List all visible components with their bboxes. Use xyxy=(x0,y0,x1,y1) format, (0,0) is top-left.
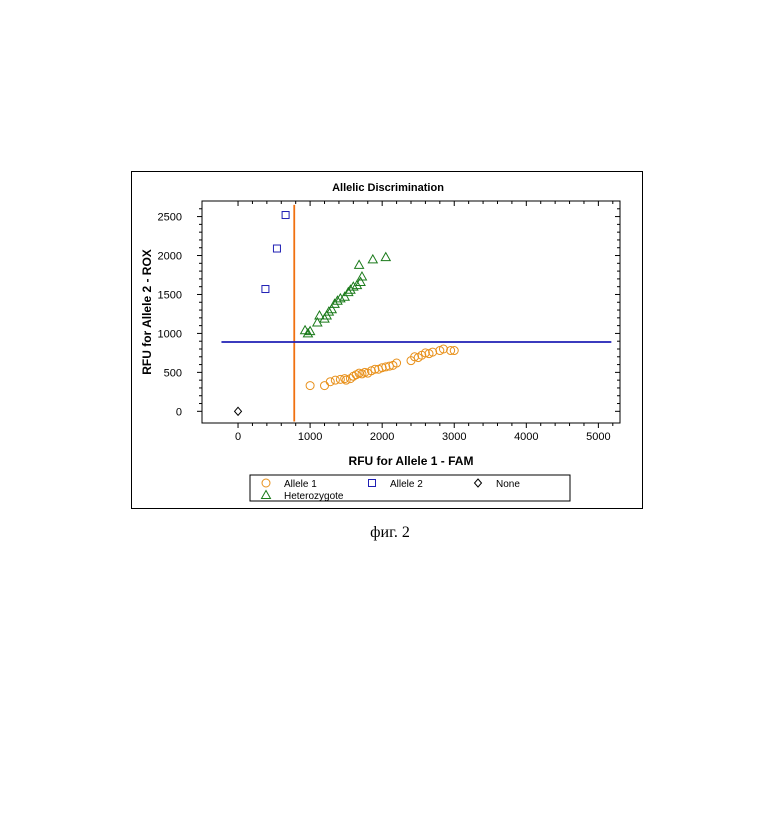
x-tick-label: 2000 xyxy=(370,431,394,443)
data-point-square xyxy=(282,212,289,219)
data-point-circle xyxy=(306,382,314,390)
data-point-circle xyxy=(326,378,334,386)
x-axis: 0 1000 2000 3000 4000 5000 xyxy=(235,201,613,443)
data-point-triangle xyxy=(357,272,366,280)
y-tick-label: 0 xyxy=(176,406,182,418)
data-points xyxy=(235,212,459,416)
plot-area xyxy=(202,201,620,423)
legend-label: Heterozygote xyxy=(284,491,344,502)
data-point-circle xyxy=(321,382,329,390)
legend: Allele 1 Allele 2 None Heterozygote xyxy=(250,475,570,502)
y-axis: 0 500 1000 1500 2000 2500 xyxy=(158,209,620,419)
data-point-diamond xyxy=(235,407,242,415)
y-tick-label: 1000 xyxy=(158,328,182,340)
data-point-triangle xyxy=(381,253,390,261)
x-axis-label: RFU for Allele 1 - FAM xyxy=(349,454,474,468)
y-tick-label: 2000 xyxy=(158,251,182,263)
scatter-chart: Allelic Discrimination 0 1000 2000 3000 4000… xyxy=(132,172,642,508)
threshold-lines xyxy=(221,205,611,422)
legend-label: Allele 2 xyxy=(390,479,423,490)
chart-frame: Allelic Discrimination 0 1000 2000 3000 4000… xyxy=(131,171,643,509)
legend-label: Allele 1 xyxy=(284,479,317,490)
chart-title: Allelic Discrimination xyxy=(332,182,444,194)
y-tick-label: 1500 xyxy=(158,289,182,301)
data-point-triangle xyxy=(368,255,377,263)
data-point-triangle xyxy=(355,260,364,268)
data-point-square xyxy=(262,286,269,293)
x-tick-label: 0 xyxy=(235,431,241,443)
legend-label: None xyxy=(496,479,520,490)
y-tick-label: 2500 xyxy=(158,212,182,224)
y-axis-label: RFU for Allele 2 - ROX xyxy=(140,249,154,375)
x-tick-label: 5000 xyxy=(586,431,610,443)
x-tick-label: 1000 xyxy=(298,431,322,443)
x-tick-label: 4000 xyxy=(514,431,538,443)
figure-caption: фиг. 2 xyxy=(0,524,780,542)
data-point-square xyxy=(273,245,280,252)
x-tick-label: 3000 xyxy=(442,431,466,443)
y-tick-label: 500 xyxy=(164,367,182,379)
